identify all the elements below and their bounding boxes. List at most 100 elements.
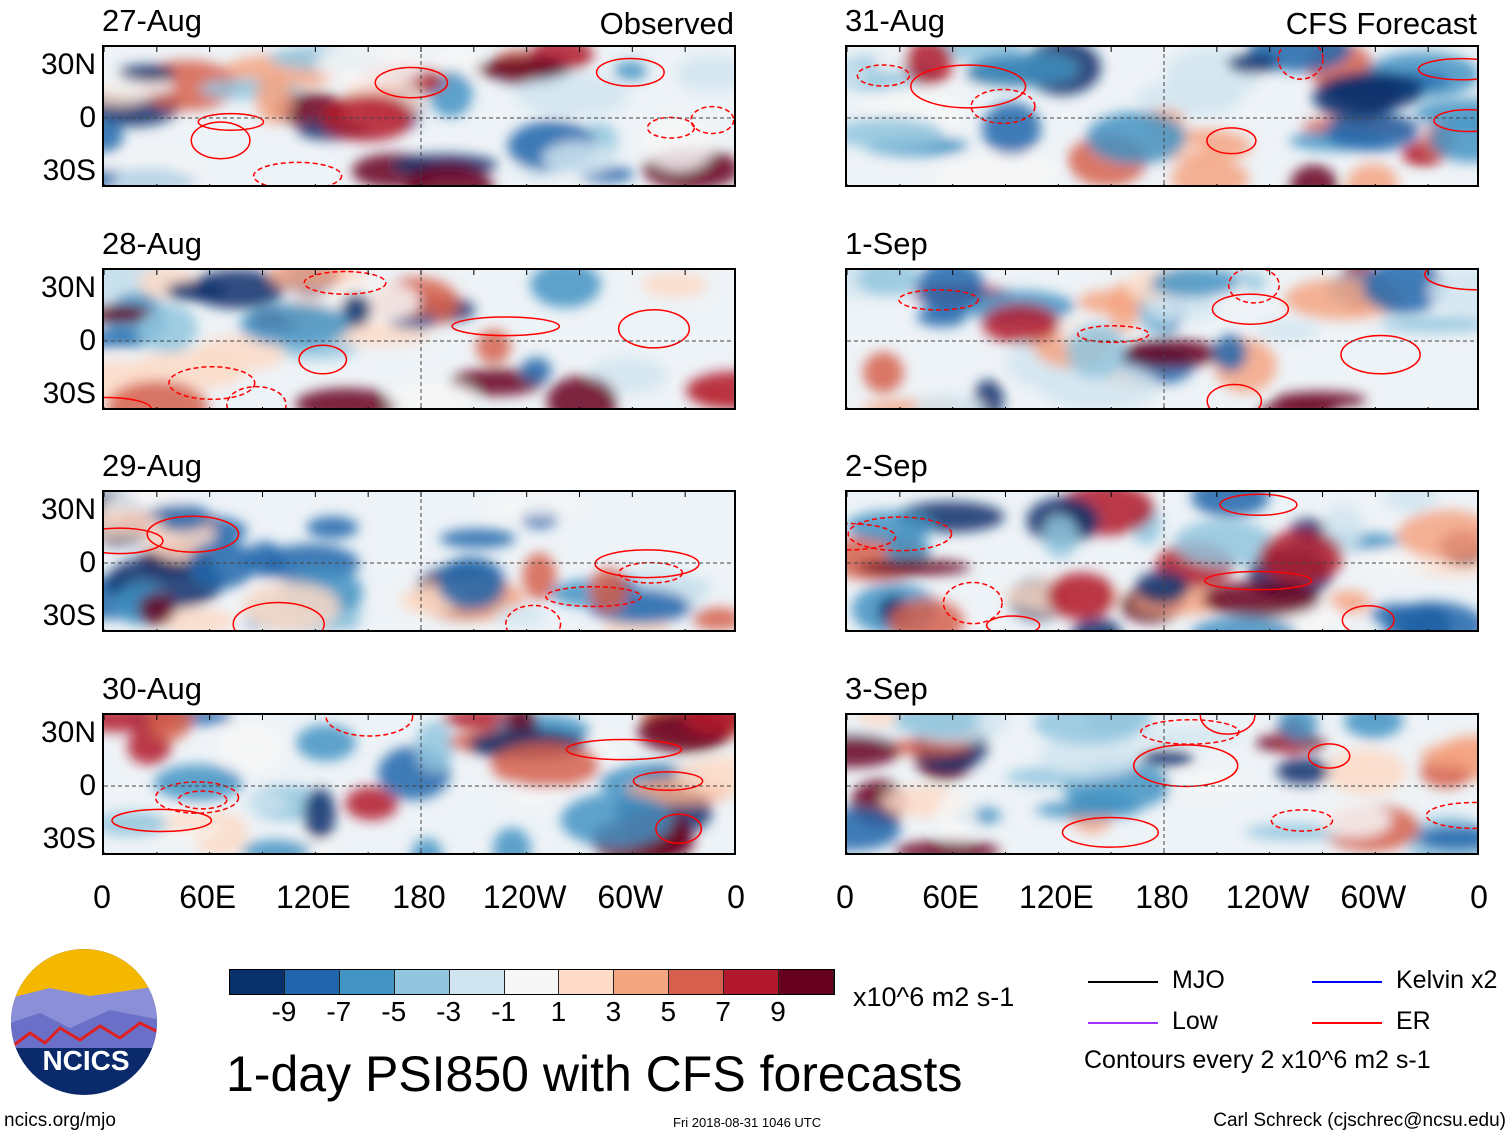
y-tick-label: 0 [79, 324, 96, 357]
psi-anomaly-blob [643, 115, 715, 171]
colorbar-swatch [559, 970, 615, 994]
psi-anomaly-blob [1362, 270, 1446, 314]
x-tick-label: 0 [1470, 879, 1488, 915]
legend-line-low [1088, 1022, 1158, 1024]
er-contour [1140, 718, 1240, 745]
psi-anomaly-blob [165, 280, 226, 302]
panel-date: 29-Aug [102, 448, 202, 483]
er-contour [1199, 715, 1256, 735]
psi-anomaly-blob [847, 117, 944, 151]
er-contour [1417, 57, 1477, 81]
psi-anomaly-blob [641, 272, 708, 298]
er-contour [690, 105, 734, 135]
er-contour [190, 121, 251, 160]
psi850-map-panel [845, 268, 1479, 410]
colorbar-label: 3 [605, 996, 622, 1027]
y-tick-label: 0 [79, 101, 96, 134]
psi-anomaly-blob [1170, 772, 1249, 794]
legend-line-kelvin-x2 [1312, 981, 1382, 983]
psi-anomaly-blob [1046, 572, 1116, 620]
er-contour [1425, 801, 1477, 830]
psi-anomaly-blob [1039, 733, 1144, 778]
psi-anomaly-blob [1325, 748, 1408, 795]
psi-anomaly-blob [856, 559, 971, 576]
psi-anomaly-blob [1428, 270, 1477, 316]
er-contour [168, 366, 256, 401]
panel-date: 1-Sep [845, 226, 928, 261]
x-tick-label: 120E [275, 879, 351, 915]
er-contour [325, 715, 414, 737]
psi-anomaly-blob [1040, 362, 1159, 408]
psi-anomaly-blob [1327, 590, 1371, 614]
psi-anomaly-blob [542, 141, 618, 175]
psi-anomaly-blob [1276, 757, 1331, 785]
colorbar-swatch [614, 970, 670, 994]
psi-anomaly-blob [1174, 519, 1273, 567]
psi-anomaly-blob [439, 528, 516, 549]
psi-anomaly-blob [916, 270, 985, 313]
psi-anomaly-blob [315, 47, 427, 86]
psi-anomaly-blob [415, 721, 455, 773]
footer-url[interactable]: ncics.org/mjo [4, 1110, 116, 1131]
legend-label: Low [1172, 1007, 1218, 1035]
y-tick-label: 30S [42, 822, 96, 855]
panel-date: 30-Aug [102, 671, 202, 706]
colorbar-swatch [504, 970, 560, 994]
contour-note: Contours every 2 x10^6 m2 s-1 [1084, 1046, 1431, 1074]
er-contour [232, 601, 325, 630]
legend-label: MJO [1172, 966, 1225, 994]
psi-anomaly-blob [104, 811, 171, 837]
y-tick-label: 30S [42, 599, 96, 632]
panel-date: 2-Sep [845, 448, 928, 483]
x-tick-label: 0 [93, 879, 111, 915]
er-contour [970, 88, 1036, 125]
er-contour [1341, 605, 1395, 630]
psi-anomaly-blob [682, 715, 734, 735]
er-contour [303, 270, 387, 295]
psi-anomaly-blob [916, 306, 968, 328]
psi-anomaly-blob [1170, 159, 1250, 185]
column-label: Observed [599, 6, 734, 41]
psi-anomaly-blob [436, 556, 506, 610]
psi-anomaly-blob [245, 794, 289, 812]
y-tick-label: 30N [40, 48, 96, 81]
y-tick-label: 0 [79, 769, 96, 802]
colorbar [229, 969, 835, 995]
psi-anomaly-blob [1086, 111, 1187, 165]
er-contour [1203, 570, 1313, 591]
psi-anomaly-blob [189, 270, 286, 309]
colorbar-swatch [779, 970, 834, 994]
legend-line-mjo [1088, 981, 1158, 983]
psi-anomaly-blob [195, 335, 286, 372]
psi-anomaly-blob [345, 786, 399, 821]
psi-anomaly-blob [1257, 319, 1320, 341]
psi-anomaly-blob [981, 303, 1060, 344]
er-contour [910, 64, 1027, 109]
psi-anomaly-blob [242, 582, 341, 630]
colorbar-swatch [394, 970, 450, 994]
y-tick-label: 30S [42, 154, 96, 187]
psi-anomaly-blob [1072, 617, 1121, 630]
footer-author: Carl Schreck (cjschrec@ncsu.edu) [1213, 1110, 1506, 1131]
psi850-map-panel [102, 45, 736, 187]
x-tick-label: 120W [1225, 879, 1310, 915]
psi-anomaly-blob [1213, 334, 1248, 372]
footer-timestamp: Fri 2018-08-31 1046 UTC [673, 1115, 822, 1130]
x-tick-label: 60E [922, 879, 980, 915]
psi-anomaly-blob [1318, 802, 1392, 838]
psi-anomaly-blob [515, 72, 630, 118]
colorbar-swatch [724, 970, 780, 994]
psi-anomaly-blob [857, 270, 921, 297]
psi-anomaly-blob [982, 102, 1041, 155]
er-contour [111, 808, 213, 833]
colorbar-swatch [669, 970, 725, 994]
psi-anomaly-blob [1192, 616, 1296, 630]
psi-anomaly-blob [188, 540, 256, 589]
er-contour [1277, 47, 1324, 80]
psi-anomaly-blob [1346, 163, 1399, 185]
psi-anomaly-blob [118, 64, 177, 83]
y-tick-label: 30N [40, 271, 96, 304]
er-contour [1424, 270, 1477, 291]
psi-anomaly-blob [888, 598, 965, 630]
colorbar-label: 1 [550, 996, 567, 1027]
